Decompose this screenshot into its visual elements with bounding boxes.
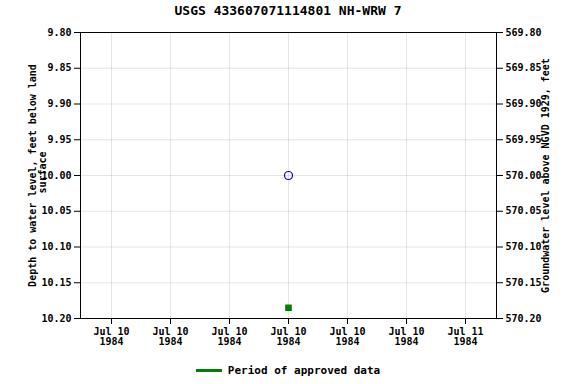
- svg-text:10.05: 10.05: [41, 205, 71, 216]
- svg-text:10.00: 10.00: [41, 169, 72, 181]
- svg-text:Jul 101984: Jul 101984: [329, 326, 365, 347]
- svg-text:Jul 101984: Jul 101984: [211, 326, 247, 347]
- svg-text:569.95: 569.95: [506, 134, 542, 145]
- svg-text:9.95: 9.95: [47, 134, 71, 145]
- svg-text:Jul 111984: Jul 111984: [447, 326, 483, 347]
- svg-text:569.80: 569.80: [506, 27, 542, 38]
- svg-text:570.05: 570.05: [506, 205, 542, 216]
- svg-text:569.90: 569.90: [506, 98, 542, 109]
- svg-text:9.85: 9.85: [47, 62, 71, 73]
- svg-text:9.80: 9.80: [47, 27, 71, 38]
- svg-text:10.15: 10.15: [41, 277, 71, 288]
- html-text:Period of approved data: Period of approved data: [227, 363, 381, 377]
- svg-text:570.20: 570.20: [506, 313, 542, 324]
- svg-text:570.15: 570.15: [506, 277, 542, 288]
- svg-text:Jul 101984: Jul 101984: [388, 326, 424, 347]
- svg-text:570.00: 570.00: [506, 170, 542, 181]
- svg-text:Groundwater level above NGVD 1: Groundwater level above NGVD 1929, feet: [540, 58, 551, 293]
- svg-text:Jul 101984: Jul 101984: [152, 326, 188, 347]
- html-text:USGS 433607071114801 NH-WRW 7: USGS 433607071114801 NH-WRW 7: [174, 3, 402, 18]
- svg-text:9.90: 9.90: [47, 98, 71, 109]
- svg-text:10.10: 10.10: [41, 241, 71, 252]
- svg-text:Jul 101984: Jul 101984: [270, 326, 306, 347]
- svg-text:10.20: 10.20: [41, 313, 71, 324]
- svg-text:570.10: 570.10: [506, 241, 542, 252]
- svg-text:Depth to water level, feet bel: Depth to water level, feet below land su…: [27, 64, 48, 287]
- svg-text:569.85: 569.85: [506, 62, 542, 73]
- svg-text:Jul 101984: Jul 101984: [93, 326, 129, 347]
